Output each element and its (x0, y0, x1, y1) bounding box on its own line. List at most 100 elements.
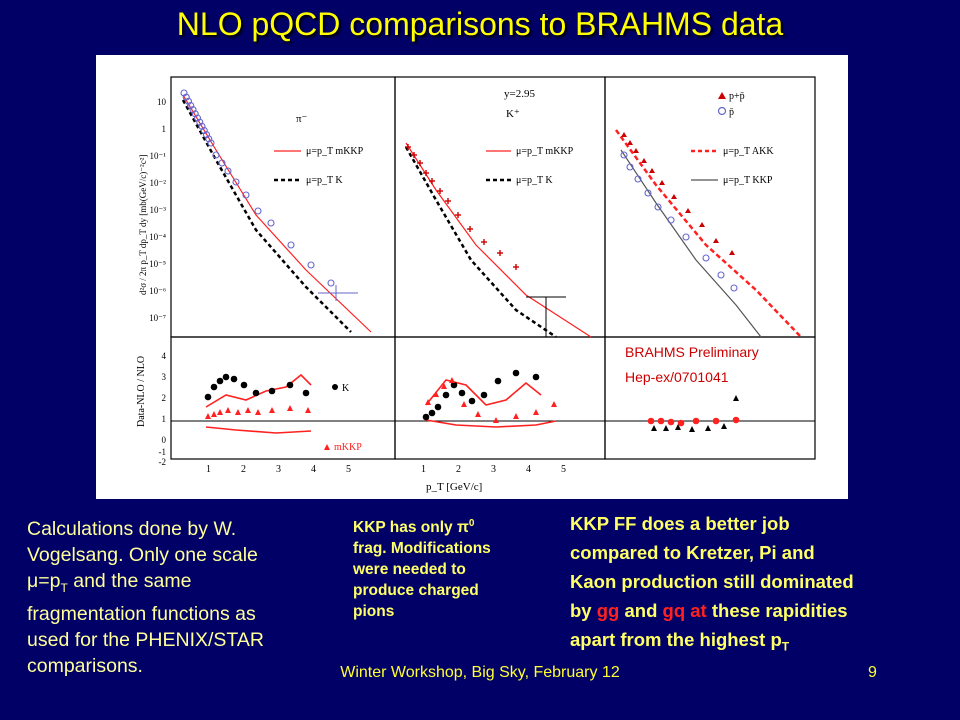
p3-triangle-57 (621, 132, 627, 137)
p3-kkp-curve-56 (620, 149, 762, 338)
right-line-1: KKP FF does a better job (570, 513, 790, 534)
mid-line-2: frag. Modifications (353, 540, 491, 558)
p1-point-20 (254, 207, 262, 215)
p1-point-11 (200, 126, 208, 135)
r3-triangle-130 (651, 425, 657, 431)
r2-dot-105 (442, 391, 450, 399)
r1-dot-87 (268, 387, 276, 395)
r2-triangle-121 (533, 409, 539, 415)
right-line-2: compared to Kretzer, Pi and (570, 542, 815, 563)
r3-triangle-134 (705, 425, 711, 431)
r3-dot-127 (692, 417, 700, 425)
mid-line-5: pions (353, 603, 395, 621)
p3-circle-69 (626, 163, 634, 171)
right-line-4-pre: by (570, 600, 597, 621)
r3-triangle-131 (663, 425, 669, 431)
p3-circle-74 (682, 233, 690, 241)
p3-circle-72 (654, 203, 662, 211)
r1-triangle-95 (245, 407, 251, 413)
panel-2-top-frame (394, 76, 606, 338)
legend-mkkp-1: μ=p_T mKKP (306, 146, 364, 157)
r3-dot-123 (647, 417, 655, 425)
xtick-p2-2: 2 (456, 464, 461, 475)
p1-point-6 (189, 106, 197, 114)
r3-dot-129 (732, 416, 740, 424)
r2-triangle-114 (433, 391, 439, 397)
ratio-k-label: K (342, 383, 350, 394)
p1-point-15 (212, 151, 220, 159)
legend-k-1: μ=p_T K (306, 175, 343, 186)
ytick-top-6: 10⁻⁵ (149, 259, 166, 269)
p3-triangle-65 (699, 222, 705, 227)
panel-3-ratio-frame (604, 336, 816, 460)
xtick-p1-3: 3 (276, 464, 281, 475)
r1-triangle-92 (217, 409, 223, 415)
r3-dot-126 (677, 419, 685, 427)
r1-dot-85 (240, 381, 248, 389)
p3-circle-75 (702, 254, 710, 262)
r1-triangle-91 (211, 411, 217, 417)
right-line-4: by gg and gq at these rapidities (570, 596, 955, 625)
r2-triangle-116 (449, 377, 455, 383)
ytick-bot-4: 0 (162, 435, 167, 445)
r1-curve-78 (205, 373, 312, 408)
p3-circle-68 (620, 151, 628, 159)
r2-triangle-120 (513, 413, 519, 419)
r2-dot-110 (494, 377, 502, 385)
r1-triangle-97 (269, 407, 275, 413)
ytick-top-0: 10 (157, 97, 167, 107)
r1-curve-79 (205, 426, 312, 434)
legend-mkkp-2: μ=p_T mKKP (516, 146, 574, 157)
mid-line-4: produce charged (353, 582, 479, 600)
r3-triangle-135 (721, 423, 727, 429)
right-line-5: apart from the highest pT (570, 625, 955, 662)
left-line-5: used for the PHENIX/STAR (27, 628, 264, 651)
panel-3-top-frame (604, 76, 816, 338)
p1-mkkp-curve-0 (182, 94, 372, 333)
ytick-bot-3: 1 (162, 414, 167, 424)
left-line-3-eq: =p (38, 570, 61, 592)
legend-akk: μ=p_T AKK (723, 146, 774, 157)
left-line-4: fragmentation functions as (27, 602, 256, 625)
left-text-block: Calculations done by W. Vogelsang. Only … (27, 516, 327, 679)
p1-point-24 (327, 279, 335, 287)
ytick-bot-6: -2 (159, 457, 167, 467)
p3-circle-73 (667, 216, 675, 224)
slide-title: NLO pQCD comparisons to BRAHMS data (176, 6, 784, 42)
p3-circle-70 (634, 175, 642, 183)
r1-dot-82 (216, 377, 224, 385)
left-line-3: μ=pT and the same (27, 568, 327, 601)
ytick-bot-1: 3 (162, 372, 167, 382)
r2-triangle-113 (425, 399, 431, 405)
panel2-rapidity: y=2.95 (504, 88, 535, 100)
r3-triangle-133 (689, 426, 695, 432)
ratio-k-marker (332, 384, 338, 390)
r1-dot-86 (252, 389, 260, 397)
x-axis-label: p_T [GeV/c] (426, 481, 482, 493)
panel1-particle-label: π⁻ (296, 113, 308, 125)
p3-triangle-62 (659, 180, 665, 185)
gq-highlight: gq at (662, 600, 707, 621)
legend-pbar: p̄ (729, 107, 734, 118)
p1-point-8 (193, 114, 202, 122)
r1-dot-89 (302, 389, 310, 397)
p1-point-12 (202, 131, 211, 139)
xtick-p1-2: 2 (241, 464, 246, 475)
brahms-preliminary: BRAHMS Preliminary (625, 344, 759, 360)
y-ticks-top: 10 1 10⁻¹ 10⁻² 10⁻³ 10⁻⁴ 10⁻⁵ 10⁻⁶ 10⁻⁷ (149, 97, 166, 323)
ytick-top-7: 10⁻⁶ (149, 286, 166, 296)
legend-p-pbar: p+p̄ (729, 91, 745, 102)
r2-dot-111 (512, 369, 520, 377)
y-axis-label-top: d²σ / 2π p_T dp_T dy [mb(GeV/c)⁻²c²] (138, 155, 148, 295)
ytick-bot-5: -1 (159, 447, 167, 457)
right-line-5-pre: apart from the highest p (570, 629, 782, 650)
r2-dot-107 (458, 389, 466, 397)
r1-triangle-93 (225, 407, 231, 413)
p3-circle-71 (644, 189, 652, 197)
p2-k-curve-28 (404, 146, 557, 339)
middle-text-block: KKP has only π0 frag. Modifications were… (353, 513, 553, 622)
pi-superscript: 0 (468, 518, 475, 529)
legend-circle-marker (717, 106, 727, 116)
r1-dot-81 (210, 383, 218, 391)
right-text-block: KKP FF does a better job compared to Kre… (570, 509, 955, 662)
